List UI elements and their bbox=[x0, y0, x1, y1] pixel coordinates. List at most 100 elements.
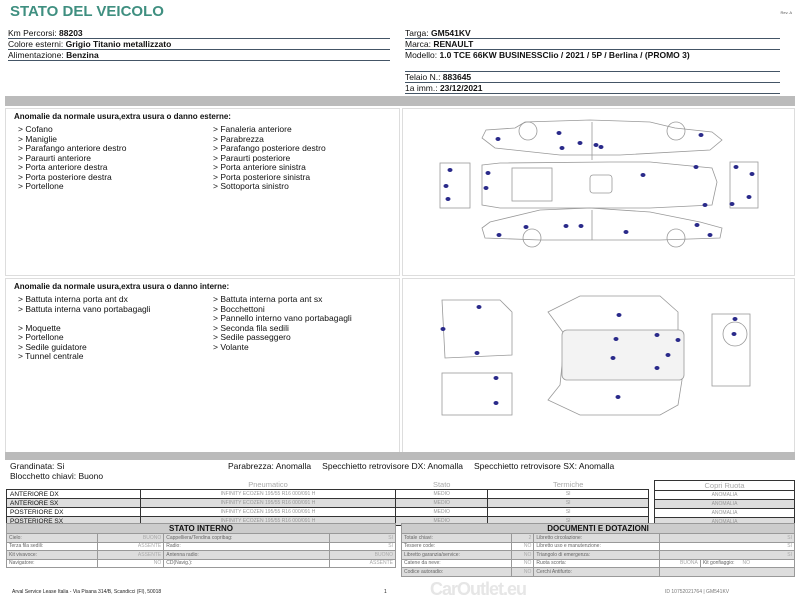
kit-value: NO bbox=[742, 560, 751, 567]
tire-row: ANTERIORE SX INFINITY ECOZEN 195/55 R16 0… bbox=[6, 498, 649, 508]
info-row: Terza fila sedili: ASSENTE Radio: SI bbox=[5, 541, 397, 551]
info-value: NO bbox=[510, 567, 535, 577]
damage-dot bbox=[474, 351, 480, 355]
damage-dot bbox=[615, 395, 621, 399]
page-number: 1 bbox=[384, 589, 387, 595]
damage-dot bbox=[707, 233, 713, 237]
damage-dot bbox=[731, 332, 737, 336]
damage-dot bbox=[476, 305, 482, 309]
damage-dot bbox=[623, 230, 629, 234]
damage-item: > Sottoporta sinistro bbox=[213, 181, 289, 191]
info-value: ASSENTE bbox=[97, 541, 165, 551]
info-row: Catene da neve: NO Ruota scorta: BUONA Kit g… bbox=[401, 558, 796, 568]
damage-dot bbox=[654, 333, 660, 337]
damage-item: > Battuta interna vano portabagagli bbox=[18, 303, 151, 314]
damage-dot bbox=[485, 171, 491, 175]
info-label: Ruota scorta: bbox=[533, 558, 660, 568]
damage-item: > Sedile guidatore bbox=[18, 341, 87, 352]
info-label: Navigatore: bbox=[5, 558, 99, 568]
exterior-damage-panel: Anomalie da normale usura,extra usura o … bbox=[5, 108, 400, 276]
info-row: Codice autoradio: NO Cerchi Antifurto: bbox=[401, 567, 796, 577]
revision: Rev. A bbox=[780, 10, 793, 15]
windshield-status: Parabrezza: Anomalla bbox=[228, 461, 312, 471]
info-label: Antenna radio: bbox=[163, 550, 330, 560]
info-value: NO bbox=[510, 550, 535, 560]
wheel-cover-row: ANOMALIA bbox=[654, 490, 795, 500]
vehicle-info-right: Targa: GM541KV Marca: RENAULT Modello: 1… bbox=[405, 28, 780, 94]
info-label: Radio: bbox=[163, 541, 330, 551]
info-label: Codice autoradio: bbox=[401, 567, 512, 577]
damage-dot bbox=[613, 337, 619, 341]
damage-item: > Porta anteriore destra bbox=[18, 162, 108, 172]
kit-label: Kit gonfiaggio: bbox=[702, 560, 735, 567]
info-value: NO bbox=[510, 541, 535, 551]
stato-interno-table: STATO INTERNO Cielo: BUONO Cappelliera/Ten… bbox=[5, 523, 397, 568]
col-termiche: Termiche bbox=[552, 480, 584, 489]
info-label: Cappelliera/Tendina copribag: bbox=[163, 533, 330, 543]
info-row: Totale chiavi: 2 Libretto circolazione: SI bbox=[401, 533, 796, 543]
info-label: Cerchi Antifurto: bbox=[533, 567, 660, 577]
info-value: BUONO bbox=[328, 550, 397, 560]
tire-state: MEDIO bbox=[394, 498, 489, 508]
fuel-row: Alimentazione: Benzina bbox=[8, 50, 390, 61]
tire-thermal: SI bbox=[487, 507, 649, 517]
key-block-status: Blocchetto chiavi: Buono bbox=[10, 471, 104, 481]
damage-dot bbox=[729, 202, 735, 206]
info-label: Kit vivavoce: bbox=[5, 550, 99, 560]
exterior-list: > Cofano > Fanaleria anteriore > Maniglie >… bbox=[6, 124, 399, 192]
damage-dot bbox=[610, 356, 616, 360]
km-row: Km Percorsi: 88203 bbox=[8, 28, 390, 39]
tire-position: POSTERIORE DX bbox=[6, 507, 141, 517]
tire-state: MEDIO bbox=[394, 489, 489, 499]
info-row: Navigatore: NO CD(Navig.): ASSENTE bbox=[5, 558, 397, 568]
damage-dot bbox=[493, 376, 499, 380]
info-label: Totale chiavi: bbox=[401, 533, 512, 543]
tire-model: INFINITY ECOZEN 195/55 R16 000/091 H bbox=[140, 507, 396, 517]
damage-dot bbox=[616, 313, 622, 317]
info-label: Libretto garanzia/service: bbox=[401, 550, 512, 560]
info-value: ASSENTE bbox=[97, 550, 165, 560]
divider-2 bbox=[5, 452, 795, 460]
tire-position: ANTERIORE SX bbox=[6, 498, 141, 508]
info-label: Triangolo di emergenza: bbox=[533, 550, 660, 560]
damage-dot bbox=[496, 233, 502, 237]
wheel-cover-value: ANOMALIA bbox=[654, 490, 795, 500]
wheel-cover-value: ANOMALIA bbox=[654, 499, 795, 509]
wheel-cover-row: ANOMALIA bbox=[654, 508, 795, 518]
damage-dot bbox=[523, 225, 529, 229]
tire-row: POSTERIORE DX INFINITY ECOZEN 195/55 R16 … bbox=[6, 507, 649, 517]
damage-item: > Porta posteriore sinistra bbox=[213, 171, 311, 182]
hail-status: Grandinata: Si bbox=[10, 461, 65, 471]
damage-dot bbox=[749, 172, 755, 176]
damage-dot bbox=[732, 317, 738, 321]
wheel-cover-value: ANOMALIA bbox=[654, 508, 795, 518]
misc-right: Parabrezza: Anomalla Specchietto retrovi… bbox=[228, 461, 798, 471]
documenti-title: DOCUMENTI E DOTAZIONI bbox=[401, 523, 795, 534]
interior-views-icon bbox=[441, 295, 751, 416]
chassis-row: Telaio N.: 883645 bbox=[405, 72, 780, 83]
damage-item: > Cofano bbox=[18, 124, 53, 134]
damage-item: > Porta posteriore destra bbox=[18, 171, 112, 182]
misc-left: Grandinata: Si Blocchetto chiavi: Buono bbox=[10, 461, 103, 481]
damage-dot bbox=[563, 224, 569, 228]
info-row: Libretto garanzia/service: NO Triangolo di… bbox=[401, 550, 796, 560]
info-value: ASSENTE bbox=[328, 558, 397, 568]
car-side-bottom-icon bbox=[481, 207, 723, 248]
wheel-cover-table: Copri Ruota ANOMALIA ANOMALIA ANOMALIA ANOM… bbox=[654, 480, 795, 527]
damage-dot bbox=[694, 223, 700, 227]
damage-dot bbox=[577, 141, 583, 145]
stato-interno-title: STATO INTERNO bbox=[6, 523, 396, 534]
wheel-cover-row: ANOMALIA bbox=[654, 499, 795, 509]
damage-dot bbox=[483, 186, 489, 190]
interior-list: > Battuta interna porta ant dx > Battuta … bbox=[6, 294, 399, 362]
damage-item: > Moquette bbox=[18, 322, 61, 333]
page-title: STATO DEL VEICOLO bbox=[10, 3, 164, 20]
col-stato: Stato bbox=[432, 480, 451, 489]
damage-item: > Portellone bbox=[18, 181, 64, 191]
info-value: 2 bbox=[510, 533, 535, 543]
mirror-sx-status: Specchietto retrovisore SX: Anomalla bbox=[473, 461, 615, 471]
damage-item: > Sedile passeggero bbox=[213, 332, 291, 342]
damage-item: > Porta anteriore sinistra bbox=[213, 162, 306, 172]
damage-dot bbox=[702, 203, 708, 207]
